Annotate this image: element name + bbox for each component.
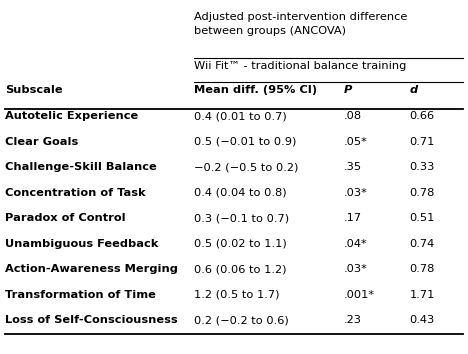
Text: .03*: .03* [344, 264, 368, 274]
Text: Concentration of Task: Concentration of Task [5, 188, 145, 198]
Text: 0.2 (−0.2 to 0.6): 0.2 (−0.2 to 0.6) [194, 315, 289, 325]
Text: .35: .35 [344, 162, 362, 172]
Text: Wii Fit™ - traditional balance training: Wii Fit™ - traditional balance training [194, 61, 407, 71]
Text: Loss of Self-Consciousness: Loss of Self-Consciousness [5, 315, 177, 325]
Text: d: d [410, 85, 417, 95]
Text: Unambiguous Feedback: Unambiguous Feedback [5, 239, 158, 249]
Text: 0.6 (0.06 to 1.2): 0.6 (0.06 to 1.2) [194, 264, 287, 274]
Text: .04*: .04* [344, 239, 367, 249]
Text: −0.2 (−0.5 to 0.2): −0.2 (−0.5 to 0.2) [194, 162, 299, 172]
Text: 0.43: 0.43 [410, 315, 435, 325]
Text: Autotelic Experience: Autotelic Experience [5, 111, 138, 121]
Text: 0.4 (0.04 to 0.8): 0.4 (0.04 to 0.8) [194, 188, 287, 198]
Text: 1.71: 1.71 [410, 290, 435, 299]
Text: 0.71: 0.71 [410, 137, 435, 147]
Text: Challenge-Skill Balance: Challenge-Skill Balance [5, 162, 156, 172]
Text: 0.5 (0.02 to 1.1): 0.5 (0.02 to 1.1) [194, 239, 287, 249]
Text: P: P [344, 85, 352, 95]
Text: 0.51: 0.51 [410, 213, 435, 223]
Text: Paradox of Control: Paradox of Control [5, 213, 125, 223]
Text: 0.4 (0.01 to 0.7): 0.4 (0.01 to 0.7) [194, 111, 287, 121]
Text: .23: .23 [344, 315, 362, 325]
Text: Mean diff. (95% CI): Mean diff. (95% CI) [194, 85, 317, 95]
Text: 0.33: 0.33 [410, 162, 435, 172]
Text: 0.3 (−0.1 to 0.7): 0.3 (−0.1 to 0.7) [194, 213, 289, 223]
Text: .001*: .001* [344, 290, 375, 299]
Text: Subscale: Subscale [5, 85, 62, 95]
Text: Transformation of Time: Transformation of Time [5, 290, 155, 299]
Text: .03*: .03* [344, 188, 368, 198]
Text: 0.78: 0.78 [410, 188, 435, 198]
Text: .08: .08 [344, 111, 362, 121]
Text: 0.74: 0.74 [410, 239, 435, 249]
Text: Action-Awareness Merging: Action-Awareness Merging [5, 264, 177, 274]
Text: 0.78: 0.78 [410, 264, 435, 274]
Text: 1.2 (0.5 to 1.7): 1.2 (0.5 to 1.7) [194, 290, 280, 299]
Text: 0.5 (−0.01 to 0.9): 0.5 (−0.01 to 0.9) [194, 137, 297, 147]
Text: .17: .17 [344, 213, 362, 223]
Text: .05*: .05* [344, 137, 368, 147]
Text: Adjusted post-intervention difference
between groups (ANCOVA): Adjusted post-intervention difference be… [194, 12, 408, 36]
Text: Clear Goals: Clear Goals [5, 137, 78, 147]
Text: 0.66: 0.66 [410, 111, 435, 121]
